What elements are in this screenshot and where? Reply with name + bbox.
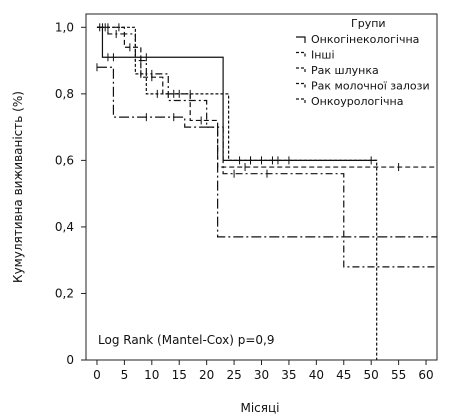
x-tick-label: 5 — [121, 368, 129, 382]
x-tick-label: 30 — [254, 368, 269, 382]
x-tick-label: 40 — [309, 368, 324, 382]
series-line — [96, 26, 437, 168]
x-tick-label: 60 — [418, 368, 433, 382]
legend-swatch — [296, 36, 306, 43]
y-tick-label: 0,2 — [55, 286, 74, 300]
legend-title: Групи — [351, 17, 386, 30]
y-tick-label: 0,4 — [55, 220, 74, 234]
legend-entry: Інші — [311, 49, 335, 62]
x-axis-title: Місяці — [240, 401, 279, 415]
series-3 — [96, 23, 437, 172]
series-group — [96, 23, 437, 360]
x-tick-label: 20 — [199, 368, 214, 382]
legend-entry: Рак шлунка — [311, 64, 379, 77]
axes: 0 5 10 15 20 25 30 35 40 45 50 55 60 0 0,2 0,4 0,6 0,8 1,0 — [55, 20, 434, 382]
legend-entry: Онкогінекологічна — [311, 33, 419, 46]
x-tick-label: 0 — [93, 368, 101, 382]
plot-border — [85, 13, 438, 361]
series-5 — [96, 63, 437, 238]
series-line — [96, 26, 437, 268]
series-line — [96, 26, 377, 161]
legend-swatch — [296, 51, 306, 59]
y-tick-label: 0,6 — [55, 153, 74, 167]
legend: Групи Онкогінекологічна Інші Рак шлунка Рак… — [296, 17, 430, 108]
x-tick-label: 15 — [172, 368, 187, 382]
series-line — [96, 66, 437, 238]
legend-swatch — [296, 82, 306, 90]
series-4 — [96, 23, 437, 268]
x-tick-label: 25 — [226, 368, 241, 382]
x-tick-label: 35 — [281, 368, 296, 382]
legend-entry: Онкоурологічна — [311, 95, 403, 108]
x-tick-label: 50 — [364, 368, 379, 382]
y-axis-title: Кумулятивна виживаність (%) — [11, 91, 25, 283]
log-rank-annotation: Log Rank (Mantel-Cox) p=0,9 — [98, 333, 275, 347]
y-tick-label: 0,8 — [55, 87, 74, 101]
y-tick-label: 0 — [66, 353, 74, 367]
x-tick-label: 10 — [144, 368, 159, 382]
legend-swatch — [296, 67, 306, 74]
plot-frame — [85, 13, 438, 361]
x-tick-label: 55 — [391, 368, 406, 382]
x-tick-label: 45 — [336, 368, 351, 382]
legend-entry: Рак молочної залози — [311, 80, 430, 93]
legend-swatch — [296, 98, 306, 105]
series-line — [96, 26, 378, 360]
y-tick-label: 1,0 — [55, 20, 74, 34]
